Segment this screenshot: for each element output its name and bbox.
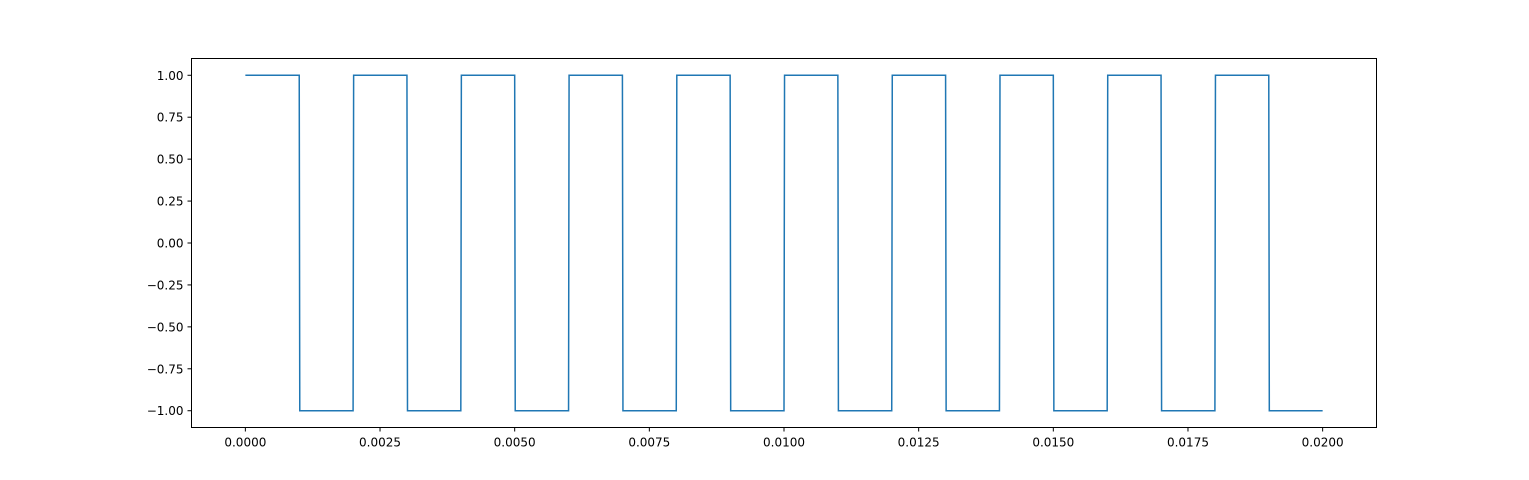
y-tick-label: −0.50	[147, 320, 184, 334]
y-tick-label: −1.00	[147, 404, 184, 418]
x-tick-label: 0.0175	[1167, 436, 1209, 450]
y-axis: 1.00 0.75 0.50 0.25 0.00 −0.25 −0.50 −0.75 −1.00	[147, 69, 192, 418]
x-tick-label: 0.0050	[494, 436, 536, 450]
y-tick-label: 0.00	[157, 237, 184, 251]
x-tick-label: 0.0200	[1302, 436, 1344, 450]
y-tick-label: −0.75	[147, 362, 184, 376]
x-tick-label: 0.0075	[628, 436, 670, 450]
y-tick-label: −0.25	[147, 278, 184, 292]
x-tick-label: 0.0125	[898, 436, 940, 450]
series-line-0	[245, 74, 1323, 412]
y-tick-label: 0.25	[157, 195, 184, 209]
y-tick-label: 0.50	[157, 153, 184, 167]
x-tick-label: 0.0025	[359, 436, 401, 450]
x-tick-label: 0.0150	[1032, 436, 1074, 450]
y-tick-label: 1.00	[157, 69, 184, 83]
series-layer	[245, 74, 1323, 412]
x-tick-label: 0.0100	[763, 436, 805, 450]
x-tick-label: 0.0000	[224, 436, 266, 450]
x-axis: 0.0000 0.0025 0.0050 0.0075 0.0100 0.0125 0.01…	[224, 427, 1344, 450]
y-tick-label: 0.75	[157, 111, 184, 125]
